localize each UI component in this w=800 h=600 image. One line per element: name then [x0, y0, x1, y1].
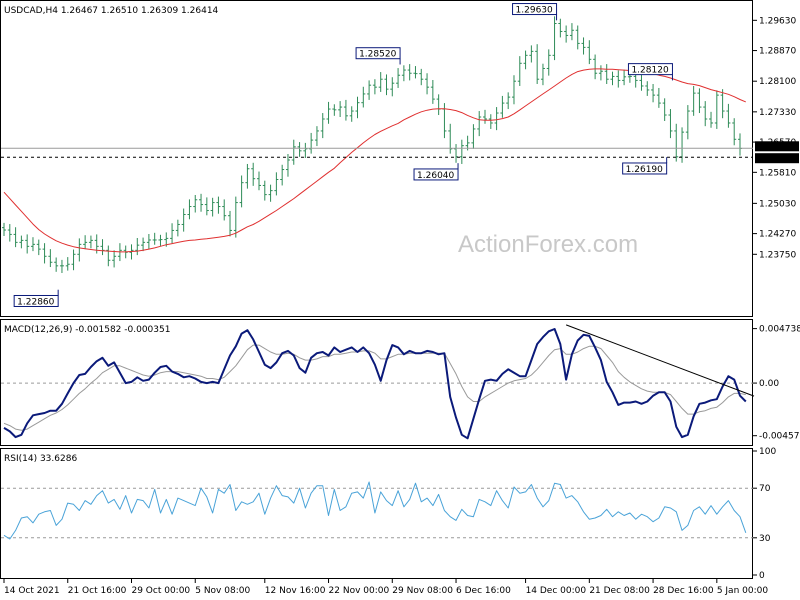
price-annotation-label: 1.26190	[626, 165, 663, 175]
macd-y-tick-label: 0.004738	[759, 325, 800, 335]
price-annotation-box	[13, 294, 59, 307]
macd-header: MACD(12,26,9) -0.001582 -0.000351	[4, 325, 170, 335]
x-tick-label: 29 Nov 08:00	[392, 586, 453, 596]
price-y-tick-label: 1.24270	[759, 230, 796, 240]
price-annotation-label: 1.28520	[359, 50, 396, 60]
x-tick-label: 6 Dec 16:00	[456, 586, 511, 596]
rsi-layer: 100 70 30 0	[1, 447, 776, 581]
rsi-y-tick-label: 100	[759, 447, 776, 457]
price-y-tick-label: 1.25810	[759, 168, 796, 178]
macd-line	[3, 328, 747, 440]
x-tick-label: 14 Dec 00:00	[526, 586, 587, 596]
price-y-tick-label: 1.23750	[759, 250, 796, 260]
x-tick-label: 12 Nov 16:00	[265, 586, 326, 596]
price-y-tick-label: 1.29630	[759, 16, 796, 26]
x-tick-label: 14 Oct 2021	[4, 586, 60, 596]
x-tick-label: 5 Jan 00:00	[717, 586, 769, 596]
x-tick-label: 28 Dec 16:00	[653, 586, 714, 596]
rsi-header: RSI(14) 33.6286	[4, 454, 77, 464]
x-tick-label: 21 Oct 16:00	[68, 586, 127, 596]
rsi-y-tick-label: 30	[759, 534, 771, 544]
macd-y-tick-label: -0.004578	[759, 432, 800, 442]
rsi-line	[3, 481, 747, 540]
price-y-tick-label: 1.28870	[759, 47, 796, 57]
price-header: USDCAD,H4 1.26467 1.26510 1.26309 1.2641…	[4, 6, 219, 16]
price-y-tick-label: 1.27330	[759, 108, 796, 118]
current-price-label: 1.26414	[757, 142, 794, 152]
price-annotation-label: 1.26040	[417, 171, 454, 181]
watermark: ActionForex.com	[458, 231, 638, 258]
price-annotation-label: 1.22860	[17, 297, 54, 307]
support-price-label: 1.26190	[757, 154, 794, 164]
rsi-y-tick-label: 0	[759, 571, 765, 581]
rsi-panel-frame	[0, 448, 753, 579]
price-y-tick-label: 1.25030	[759, 199, 796, 209]
macd-layer: 0.004738 0.00 -0.004578	[1, 324, 800, 442]
macd-panel-frame	[0, 319, 753, 446]
current-price-tag	[755, 141, 799, 152]
price-panel-frame	[0, 0, 753, 317]
support-price-tag	[755, 153, 799, 164]
price-y-tick-label: 1.28100	[759, 77, 796, 87]
macd-y-tick-label: 0.00	[759, 379, 779, 389]
price-annotation-label: 1.29630	[516, 6, 553, 16]
price-annotation-box	[413, 168, 459, 181]
x-tick-label: 22 Nov 00:00	[329, 586, 390, 596]
price-annotation-box	[627, 63, 673, 76]
price-annotation-box	[512, 3, 558, 16]
macd-signal-line	[3, 344, 746, 431]
x-tick-label: 29 Oct 00:00	[131, 586, 190, 596]
price-annotation-label: 1.28120	[631, 66, 668, 76]
macd-trendline	[565, 324, 755, 397]
x-tick-label: 21 Dec 08:00	[589, 586, 650, 596]
rsi-y-tick-label: 70	[759, 484, 771, 494]
price-layer: 1.237501.242701.250301.258101.265701.273…	[1, 3, 799, 307]
price-annotation-box	[355, 47, 401, 60]
price-annotation-box	[622, 162, 668, 175]
moving-average-line	[3, 68, 746, 253]
x-tick-label: 5 Nov 08:00	[195, 586, 250, 596]
x-axis: 14 Oct 2021 21 Oct 16:00 29 Oct 00:00 5 Nov…	[3, 579, 769, 596]
